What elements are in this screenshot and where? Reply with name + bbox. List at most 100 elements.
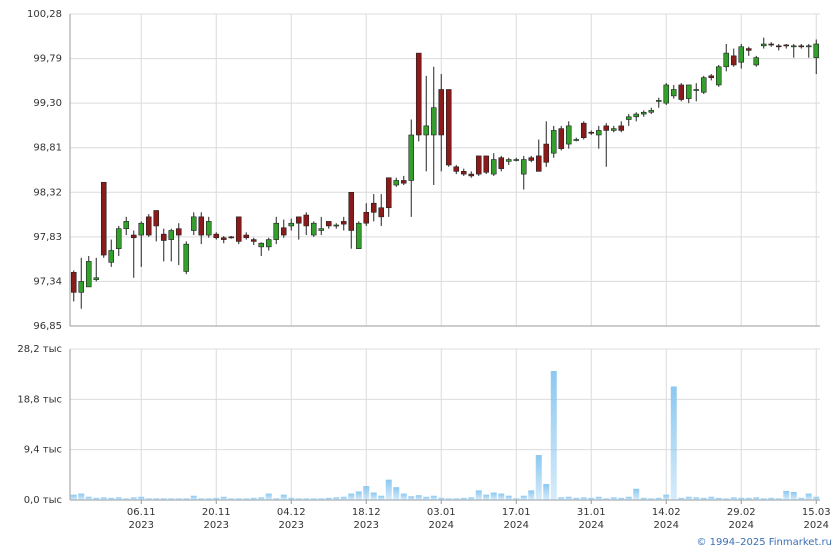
volume-bar bbox=[310, 498, 317, 500]
candle-body bbox=[693, 89, 700, 91]
candle-body bbox=[468, 173, 475, 177]
candle-body bbox=[625, 116, 632, 120]
volume-bar bbox=[618, 497, 625, 500]
x-tick-label: 14.02 bbox=[652, 507, 681, 518]
volume-bar bbox=[678, 497, 685, 500]
candle-body bbox=[453, 166, 460, 172]
x-tick-year: 2023 bbox=[279, 520, 304, 531]
volume-bar bbox=[303, 498, 310, 500]
x-tick-label: 17.01 bbox=[502, 507, 531, 518]
footer[interactable]: © 1994–2025 Finmarket.ru bbox=[696, 537, 832, 548]
candle-body bbox=[145, 216, 152, 236]
volume-bar bbox=[565, 496, 572, 500]
volume-bar bbox=[378, 495, 385, 500]
candle-body bbox=[708, 75, 715, 78]
candle-body bbox=[430, 107, 437, 136]
y-tick-label: 97,83 bbox=[33, 232, 62, 243]
candle-body bbox=[130, 234, 137, 239]
volume-bar bbox=[393, 487, 400, 500]
x-tick-year: 2024 bbox=[654, 520, 679, 531]
x-tick-label: 31.01 bbox=[577, 507, 606, 518]
x-tick-label: 29.02 bbox=[727, 507, 756, 518]
candle-body bbox=[580, 122, 587, 139]
volume-bar bbox=[483, 494, 490, 500]
candle-body bbox=[310, 222, 317, 236]
candle-body bbox=[783, 44, 790, 47]
volume-bar bbox=[228, 498, 235, 500]
candle-body bbox=[265, 239, 272, 248]
volume-bar bbox=[153, 498, 160, 500]
volume-bar bbox=[318, 498, 325, 500]
y-tick-label: 99,30 bbox=[33, 98, 62, 109]
candle-body bbox=[775, 45, 782, 48]
candle-body bbox=[273, 222, 280, 240]
volume-bar bbox=[408, 496, 415, 500]
candle-body bbox=[370, 202, 377, 213]
candle-body bbox=[655, 100, 662, 102]
y-tick-label: 100,28 bbox=[27, 9, 62, 20]
candle-body bbox=[78, 281, 85, 293]
volume-bar bbox=[468, 497, 475, 500]
volume-bar bbox=[78, 493, 85, 500]
candle-body bbox=[168, 230, 175, 240]
x-tick-label: 06.11 bbox=[127, 507, 156, 518]
y-tick-label: 0,0 тыс bbox=[24, 495, 62, 506]
candle-body bbox=[595, 130, 602, 136]
volume-bar bbox=[783, 490, 790, 500]
volume-bar bbox=[535, 455, 542, 500]
y-tick-label: 97,34 bbox=[33, 276, 62, 287]
y-tick-label: 9,4 тыс bbox=[24, 445, 62, 456]
volume-bar bbox=[175, 498, 182, 500]
candle-body bbox=[400, 180, 407, 184]
volume-bar bbox=[685, 496, 692, 500]
volume-bar bbox=[85, 496, 92, 500]
volume-bar bbox=[768, 497, 775, 500]
candle-body bbox=[633, 113, 640, 118]
volume-bar bbox=[490, 492, 497, 500]
candle-body bbox=[543, 143, 550, 163]
candle-body bbox=[348, 191, 355, 231]
volume-bar bbox=[70, 494, 77, 500]
candle-body bbox=[235, 216, 242, 242]
candle-body bbox=[558, 128, 565, 149]
volume-bar bbox=[385, 479, 392, 500]
x-tick-year: 2024 bbox=[429, 520, 454, 531]
volume-bar bbox=[430, 495, 437, 500]
candle-body bbox=[805, 45, 812, 48]
volume-bar bbox=[655, 497, 662, 500]
candle-body bbox=[813, 43, 820, 58]
candle-body bbox=[258, 242, 265, 248]
volume-bar bbox=[273, 498, 280, 500]
candle-body bbox=[670, 89, 677, 97]
volume-bar bbox=[100, 497, 107, 500]
candle-body bbox=[460, 171, 467, 175]
volume-bar bbox=[138, 496, 145, 500]
candle-body bbox=[243, 234, 250, 239]
x-tick-year: 2024 bbox=[504, 520, 529, 531]
x-tick-year: 2023 bbox=[354, 520, 379, 531]
volume-bar bbox=[145, 498, 152, 500]
volume-bar bbox=[723, 498, 730, 500]
candle-body bbox=[108, 250, 115, 263]
x-tick-label: 18.12 bbox=[352, 507, 381, 518]
volume-bar bbox=[528, 490, 535, 500]
x-tick-label: 03.01 bbox=[427, 507, 456, 518]
candle-body bbox=[138, 222, 145, 236]
volume-bar bbox=[325, 497, 332, 500]
volume-bar bbox=[355, 491, 362, 500]
volume-bar bbox=[438, 497, 445, 500]
candle-body bbox=[550, 130, 557, 154]
candle-body bbox=[700, 77, 707, 93]
candle-body bbox=[663, 84, 670, 104]
candle-body bbox=[535, 155, 542, 172]
candle-body bbox=[738, 46, 745, 63]
candle-body bbox=[640, 111, 647, 115]
candle-body bbox=[438, 89, 445, 136]
volume-bar bbox=[588, 497, 595, 500]
candle-body bbox=[288, 222, 295, 227]
candle-body bbox=[685, 84, 692, 99]
candle-body bbox=[798, 45, 805, 48]
volume-bar bbox=[205, 498, 212, 500]
candle-body bbox=[730, 55, 737, 66]
